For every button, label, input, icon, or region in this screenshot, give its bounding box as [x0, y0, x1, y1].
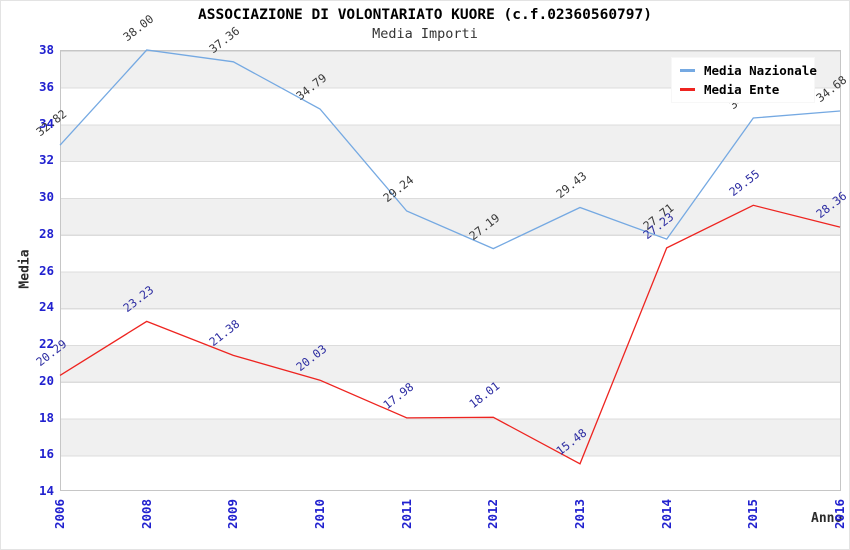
- legend-label: Media Nazionale: [704, 63, 817, 78]
- x-tick-label: 2015: [745, 498, 761, 530]
- legend-line-swatch: [680, 69, 695, 72]
- y-tick-label: 14: [38, 483, 54, 498]
- x-tick-label: 2009: [225, 498, 241, 530]
- y-tick-label: 36: [38, 78, 54, 94]
- x-tick-label: 2008: [138, 498, 154, 530]
- y-tick-label: 38: [38, 42, 54, 57]
- y-tick-label: 32: [38, 152, 54, 168]
- x-tick-label: 2011: [398, 498, 414, 530]
- legend-item-media-ente: Media Ente: [672, 80, 814, 99]
- x-tick-label: 2010: [312, 498, 327, 530]
- legend-label: Media Ente: [704, 82, 780, 97]
- y-tick-label: 18: [38, 409, 54, 425]
- legend: Media Nazionale Media Ente: [671, 57, 817, 103]
- legend-line-swatch: [680, 88, 695, 91]
- y-tick-label: 16: [38, 446, 54, 462]
- y-tick-label: 22: [38, 336, 54, 351]
- x-tick-label: 2016: [832, 498, 847, 530]
- y-tick-label: 28: [38, 225, 54, 241]
- x-tick-label: 2013: [572, 498, 587, 530]
- y-tick-label: 24: [38, 299, 54, 315]
- chart-subtitle: Media Importi: [372, 26, 478, 42]
- y-tick-label: 20: [38, 372, 54, 388]
- x-axis-title: Anno: [811, 511, 843, 526]
- x-tick-label: 2012: [485, 498, 501, 530]
- y-tick-label: 30: [38, 189, 54, 204]
- y-tick-label: 34: [38, 115, 54, 131]
- chart-title: ASSOCIAZIONE DI VOLONTARIATO KUORE (c.f.…: [198, 7, 652, 23]
- y-tick-label: 26: [38, 262, 54, 278]
- x-tick-label: 2006: [52, 498, 67, 530]
- legend-item-media-nazionale: Media Nazionale: [672, 61, 817, 80]
- x-tick-label: 2014: [658, 498, 674, 530]
- plot-area: [60, 50, 841, 491]
